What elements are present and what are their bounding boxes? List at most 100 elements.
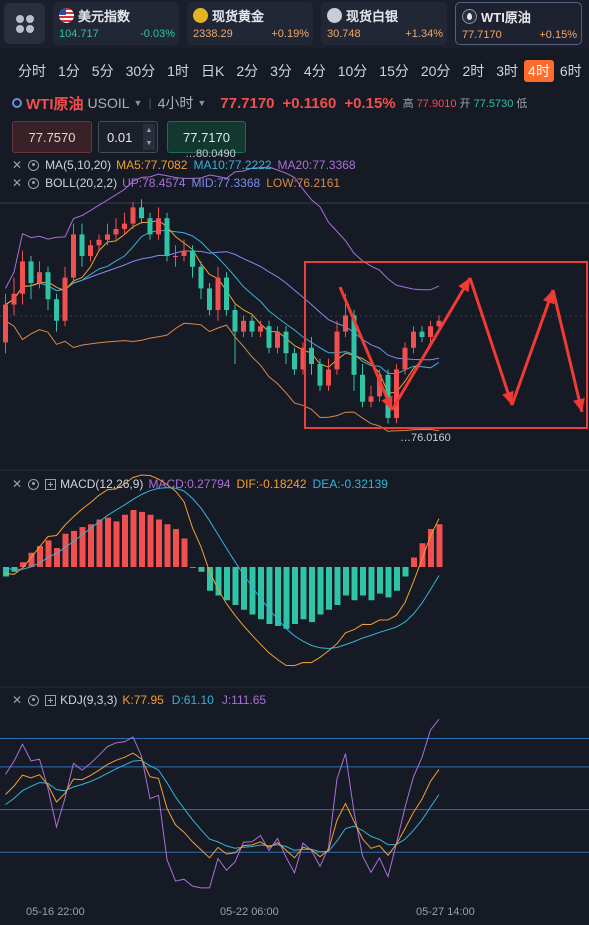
candle-body — [45, 272, 51, 300]
divider: | — [148, 96, 152, 110]
candle-body — [266, 326, 272, 348]
candle-body — [232, 310, 238, 332]
tab-period[interactable]: 20分 — [420, 63, 451, 79]
tab-period[interactable]: 6时 — [559, 63, 582, 79]
tab-period[interactable]: 3分 — [270, 63, 292, 79]
symbol-status-icon — [12, 98, 22, 108]
tab-period[interactable]: 1分 — [58, 63, 80, 79]
tab-period[interactable]: 15分 — [379, 63, 409, 79]
quote-price: 104.717 — [59, 28, 99, 40]
quantity-stepper[interactable]: 0.01 ▲ ▼ — [98, 121, 158, 153]
candle-body — [11, 293, 17, 305]
tab-period[interactable]: 10分 — [337, 63, 368, 79]
macd-bar — [122, 514, 128, 567]
gear-icon[interactable] — [28, 694, 40, 706]
price-change-percent: +0.15% — [344, 94, 396, 112]
macd-bar — [45, 540, 52, 567]
symbol-name[interactable]: WTI原油 — [26, 95, 84, 113]
expand-icon[interactable] — [45, 694, 57, 706]
candle-body — [20, 261, 25, 294]
close-icon[interactable]: ✕ — [12, 176, 23, 190]
low-label: 低 — [516, 98, 528, 110]
tab-period[interactable]: 2分 — [236, 63, 259, 79]
candle-body — [428, 326, 433, 337]
macd-bar — [54, 548, 60, 567]
quote-change: +0.19% — [271, 28, 309, 40]
macd-bar — [351, 567, 358, 601]
ma5-line — [5, 219, 440, 394]
arrow-head-icon — [458, 278, 470, 293]
quote-change: -0.03% — [140, 28, 175, 40]
macd-bar — [385, 567, 392, 598]
quote-card-silver[interactable]: 现货白银 30.748 +1.34% — [321, 2, 447, 45]
quote-price: 2338.29 — [193, 28, 233, 40]
quote-card-wti[interactable]: WTI原油 77.7170 +0.15% — [455, 2, 582, 45]
tab-period[interactable]: 5分 — [91, 63, 114, 79]
quote-name: 美元指数 — [78, 8, 131, 24]
close-icon[interactable]: ✕ — [12, 477, 23, 491]
candle-body — [300, 347, 306, 370]
stepper-arrows-icon[interactable]: ▲ ▼ — [143, 124, 155, 150]
tab-period-active[interactable]: 4时 — [524, 60, 554, 82]
candle-body — [173, 256, 178, 257]
close-icon[interactable]: ✕ — [12, 158, 23, 172]
macd-bar — [292, 567, 298, 624]
dif-line — [5, 474, 440, 667]
candle-body — [71, 234, 76, 278]
close-icon[interactable]: ✕ — [12, 693, 23, 707]
symbol-code[interactable]: USOIL — [87, 95, 130, 111]
timeframe-selector[interactable]: 4小时 — [157, 95, 194, 111]
tab-period[interactable]: 1时 — [167, 63, 189, 79]
macd-bar — [37, 546, 43, 567]
kdj-legend: ✕ KDJ(9,3,3) K:77.95 D:61.10 J:111.65 — [12, 692, 266, 708]
quote-card-usd-index[interactable]: 美元指数 104.717 -0.03% — [53, 2, 179, 45]
macd-bar — [436, 524, 443, 567]
open-label: 开 — [459, 98, 471, 110]
tab-period[interactable]: 日K — [200, 63, 225, 79]
macd-bar — [334, 567, 341, 605]
annotation-arrow-line — [510, 289, 555, 406]
macd-bar — [173, 529, 179, 567]
macd-bar — [28, 552, 35, 567]
candle-body — [190, 250, 195, 267]
dea-line — [5, 487, 440, 650]
tab-period[interactable]: 4分 — [303, 63, 326, 79]
quote-name: 现货白银 — [346, 8, 399, 24]
candle-body — [377, 374, 382, 397]
arrow-head-icon — [542, 290, 555, 305]
macd-bar — [266, 567, 273, 624]
quote-card-gold[interactable]: 现货黄金 2338.29 +0.19% — [187, 2, 313, 45]
tab-period[interactable]: 2时 — [462, 63, 485, 79]
low-price-mark: …76.0160 — [400, 432, 451, 444]
annotation-arrow-line — [551, 289, 584, 413]
grid-icon — [15, 14, 34, 33]
macd-bar — [368, 567, 375, 601]
annotation-box — [304, 261, 588, 429]
candle-body — [360, 374, 365, 402]
chevron-down-icon[interactable]: ▼ — [197, 98, 207, 108]
tab-period[interactable]: 30分 — [125, 63, 156, 79]
chevron-down-icon[interactable]: ▼ — [133, 98, 143, 108]
sell-price-button[interactable]: 77.7570 — [12, 121, 92, 153]
macd-bar — [88, 524, 94, 567]
buy-price-button[interactable]: 77.7170 — [167, 121, 246, 153]
gear-icon[interactable] — [28, 159, 40, 171]
time-axis-label: 05-27 14:00 — [416, 906, 475, 918]
ma-legend-name: MA(5,10,20) — [45, 158, 112, 172]
menu-grid-button[interactable] — [4, 3, 45, 44]
candle-body — [79, 234, 85, 256]
tab-period[interactable]: 3时 — [496, 63, 519, 79]
macd-bar — [300, 567, 307, 620]
gear-icon[interactable] — [28, 177, 40, 189]
candle-body — [351, 315, 357, 375]
quote-bar: 美元指数 104.717 -0.03% 现货黄金 2338.29 +0.19% … — [0, 0, 589, 48]
macd-bar — [105, 517, 111, 567]
candle-body — [402, 347, 408, 370]
macd-bar — [207, 567, 213, 591]
gear-icon[interactable] — [28, 478, 40, 490]
tab-period[interactable]: 分时 — [18, 63, 46, 79]
expand-icon[interactable] — [45, 478, 57, 490]
annotation-arrow-line — [338, 286, 394, 411]
candle-body — [164, 218, 170, 256]
